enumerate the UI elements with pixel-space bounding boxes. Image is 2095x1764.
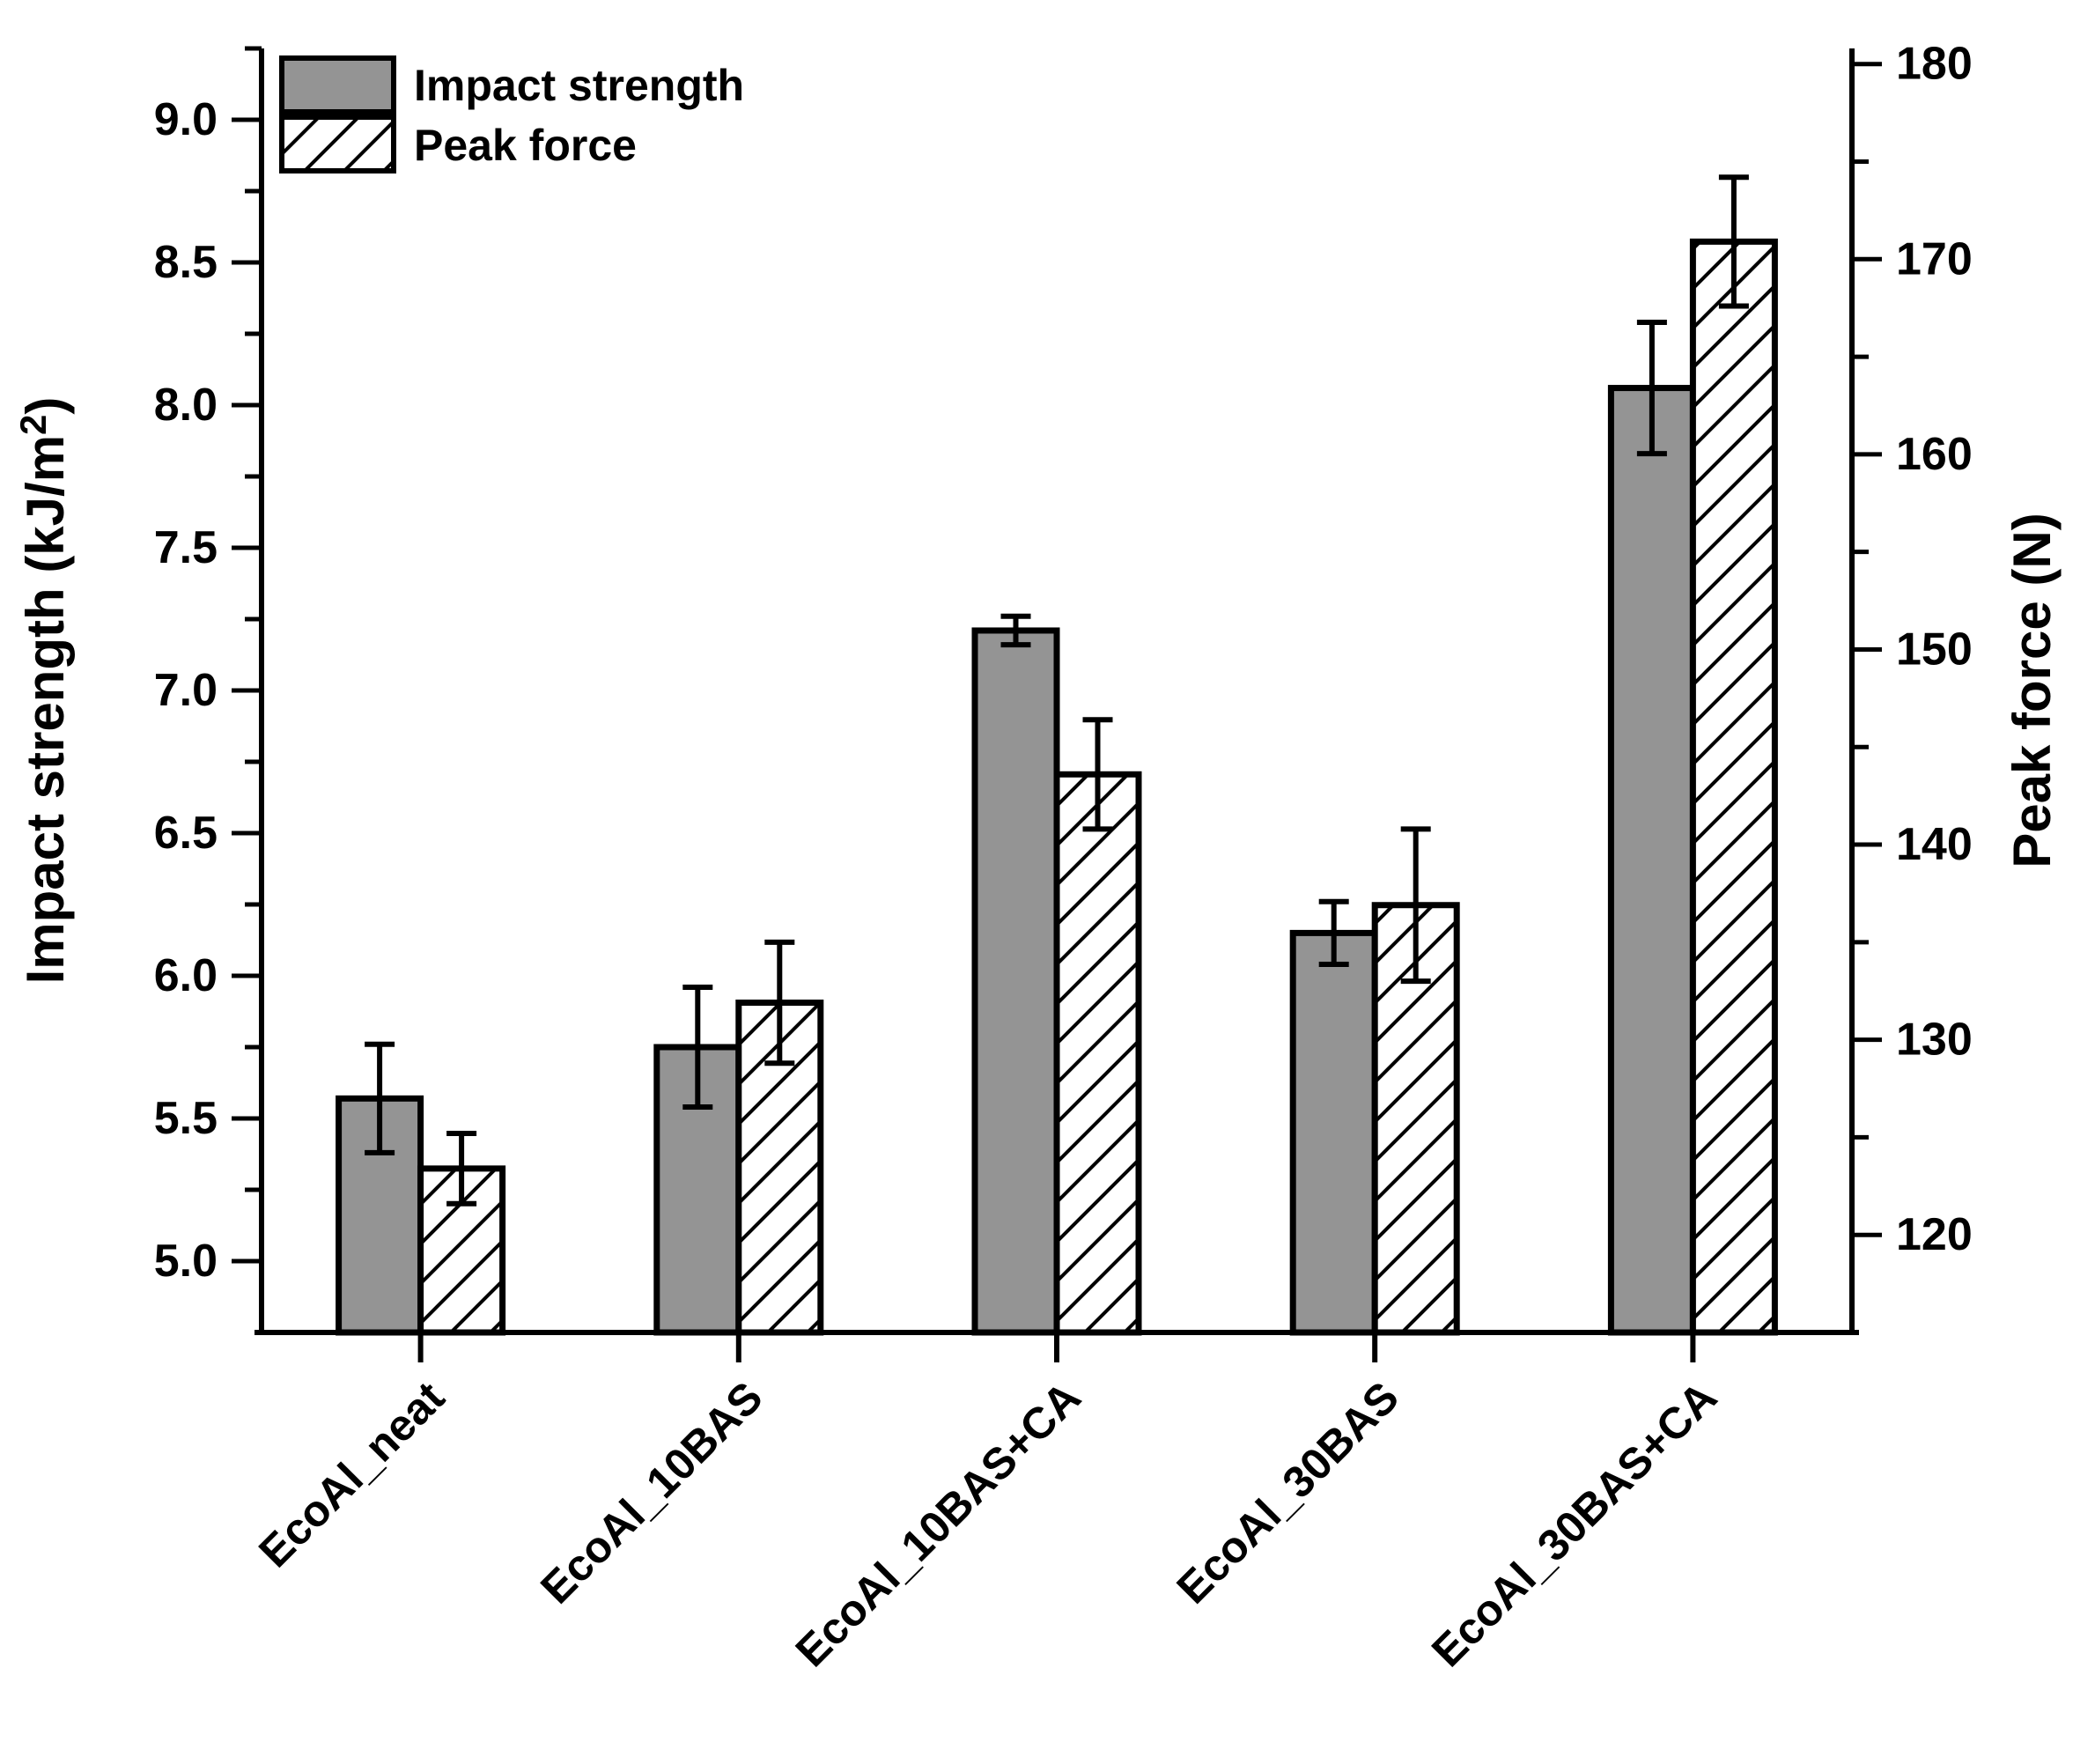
legend-label-peak-force: Peak force (414, 121, 637, 170)
left-tick-label-5: 7.5 (154, 522, 218, 573)
error-bar-peak-force-1 (764, 939, 795, 1067)
left-tick-label-7: 8.5 (154, 237, 218, 288)
category-label-0: EcoAl_neat (249, 1372, 454, 1576)
right-tick-label-4: 160 (1896, 429, 1973, 480)
right-tick-label-6: 180 (1896, 39, 1973, 90)
error-bar-impact-strength-4 (1636, 320, 1667, 457)
bar-impact-strength-3 (1289, 929, 1378, 1336)
left-tick-label-4: 7.0 (154, 665, 218, 716)
error-bar-peak-force-0 (446, 1130, 477, 1207)
error-bar-impact-strength-2 (1000, 613, 1031, 648)
error-bar-impact-strength-0 (365, 1041, 395, 1155)
category-labels-group: EcoAl_neat EcoAl_10BAS EcoAl_10BAS+CA EcoAl… (249, 1372, 1726, 1676)
error-bar-peak-force-3 (1400, 826, 1431, 985)
left-tick-label-2: 6.0 (154, 950, 218, 1001)
right-tick-label-3: 150 (1896, 624, 1973, 675)
category-label-1: EcoAl_10BAS (531, 1372, 771, 1613)
legend-swatch-impact-strength (279, 55, 396, 114)
error-bar-impact-strength-1 (682, 984, 713, 1111)
error-bar-peak-force-2 (1082, 717, 1113, 832)
bar-peak-force-4 (1689, 238, 1778, 1336)
category-label-2: EcoAl_10BAS+CA (786, 1372, 1090, 1676)
left-tick-label-1: 5.5 (154, 1093, 218, 1144)
left-tick-label-8: 9.0 (154, 94, 218, 145)
right-tick-label-5: 170 (1896, 233, 1973, 284)
right-tick-label-1: 130 (1896, 1015, 1973, 1066)
axes-group (232, 46, 1882, 1362)
category-label-3: EcoAl_30BAS (1168, 1372, 1408, 1613)
error-bar-peak-force-4 (1718, 174, 1749, 309)
bar-impact-strength-4 (1607, 385, 1696, 1336)
left-tick-label-0: 5.0 (154, 1236, 218, 1287)
right-tick-label-2: 140 (1896, 819, 1973, 870)
legend-label-impact-strength: Impact strength (414, 61, 744, 110)
left-axis-title: Impact strength (kJ/m2) (12, 397, 75, 985)
error-bar-impact-strength-3 (1318, 898, 1349, 968)
left-tick-label-3: 6.5 (154, 808, 218, 859)
legend-swatch-peak-force (279, 114, 396, 173)
right-axis-title: Peak force (N) (2003, 513, 2062, 867)
category-label-4: EcoAl_30BAS+CA (1422, 1372, 1726, 1676)
legend: Impact strength Peak force (279, 55, 744, 173)
right-tick-label-0: 120 (1896, 1209, 1973, 1260)
bar-peak-force-2 (1053, 771, 1142, 1336)
bar-impact-strength-2 (971, 627, 1060, 1336)
tick-labels-group: 5.0 5.5 6.0 6.5 7.0 7.5 8.0 8.5 9.0 120 130 140 150 1… (154, 39, 1973, 1287)
left-tick-label-6: 8.0 (154, 380, 218, 431)
bars-group (336, 238, 1778, 1336)
bar-peak-force-1 (735, 1000, 824, 1336)
error-bars-group (365, 174, 1749, 1207)
